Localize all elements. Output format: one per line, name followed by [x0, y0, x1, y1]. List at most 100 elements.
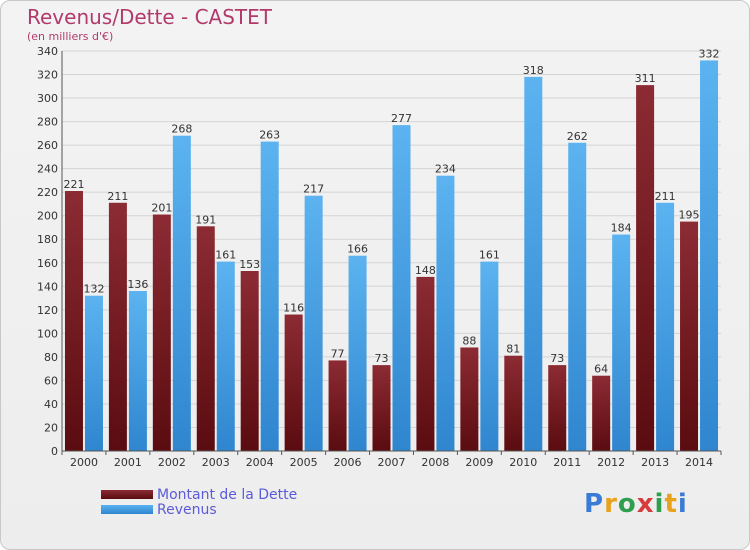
y-tick-label: 320 [37, 69, 58, 82]
legend-label-debt: Montant de la Dette [157, 486, 298, 503]
y-tick-label: 260 [37, 139, 58, 152]
y-tick-label: 80 [44, 351, 58, 364]
data-label-revenus: 263 [259, 129, 280, 142]
bar-dette [196, 226, 215, 451]
x-tick-label: 2012 [597, 456, 625, 469]
y-tick-label: 200 [37, 210, 58, 223]
y-tick-label: 240 [37, 163, 58, 176]
bar-dette [64, 191, 83, 451]
bar-dette [592, 375, 611, 451]
data-label-dette: 77 [331, 347, 345, 360]
bar-revenus [436, 175, 455, 452]
bar-dette [328, 360, 347, 451]
legend: Montant de la Dette Revenus [101, 486, 298, 518]
x-tick-label: 2009 [465, 456, 493, 469]
data-label-revenus: 211 [655, 190, 676, 203]
x-tick-label: 2000 [70, 456, 98, 469]
x-tick-label: 2008 [421, 456, 449, 469]
y-tick-label: 60 [44, 374, 58, 387]
data-label-dette: 191 [195, 213, 216, 226]
axes: 0 20 40 60 80 100 120 140 160 180 200 220 240 260 280 3… [37, 45, 722, 469]
data-label-revenus: 234 [435, 163, 456, 176]
data-label-revenus: 161 [479, 249, 500, 262]
data-label-revenus: 136 [127, 278, 148, 291]
bar-dette [460, 347, 479, 451]
chart-title: Revenus/Dette - CASTET [27, 5, 272, 29]
bar-revenus [348, 255, 367, 451]
y-tick-label: 300 [37, 92, 58, 105]
data-label-revenus: 318 [523, 64, 544, 77]
bar-revenus [612, 234, 631, 451]
data-label-dette: 153 [239, 258, 260, 271]
y-tick-label: 40 [44, 398, 58, 411]
x-tick-label: 2013 [641, 456, 669, 469]
bar-revenus [524, 76, 543, 451]
bar-dette [416, 276, 435, 451]
x-tick-label: 2001 [114, 456, 142, 469]
bar-dette [240, 271, 259, 451]
data-label-dette: 88 [462, 334, 476, 347]
data-label-revenus: 166 [347, 243, 368, 256]
bar-dette [636, 85, 655, 451]
bar-revenus [304, 195, 323, 451]
data-label-revenus: 332 [699, 47, 720, 60]
bar-revenus [260, 141, 279, 451]
data-label-revenus: 268 [171, 123, 192, 136]
proxiti-logo: Proxiti [584, 489, 688, 519]
x-tick-label: 2002 [158, 456, 186, 469]
x-tick-label: 2011 [553, 456, 581, 469]
y-tick-label: 100 [37, 327, 58, 340]
data-label-revenus: 217 [303, 183, 324, 196]
chart-subtitle: (en milliers d'€) [27, 30, 114, 43]
bar-revenus [656, 202, 675, 451]
bar-dette [504, 355, 523, 451]
logo-letter: i [677, 489, 688, 519]
logo-letter: o [617, 489, 637, 519]
data-label-dette: 81 [506, 343, 520, 356]
bar-dette [152, 214, 171, 451]
y-tick-label: 0 [51, 445, 58, 458]
bar-revenus [216, 261, 235, 451]
data-label-dette: 73 [550, 352, 564, 365]
data-label-dette: 221 [63, 178, 84, 191]
data-label-dette: 64 [594, 363, 608, 376]
bar-dette [108, 202, 127, 451]
bar-dette [284, 314, 303, 451]
data-label-dette: 311 [635, 72, 656, 85]
x-tick-label: 2005 [290, 456, 318, 469]
y-tick-label: 180 [37, 233, 58, 246]
data-label-dette: 201 [151, 202, 172, 215]
data-label-revenus: 161 [215, 249, 236, 262]
x-tick-label: 2007 [378, 456, 406, 469]
data-label-revenus: 132 [83, 283, 104, 296]
data-label-revenus: 184 [611, 222, 632, 235]
bar-dette [548, 365, 567, 451]
bar-revenus [568, 142, 587, 451]
y-tick-label: 220 [37, 186, 58, 199]
x-tick-label: 2006 [334, 456, 362, 469]
x-tick-label: 2003 [202, 456, 230, 469]
bar-revenus [84, 295, 103, 451]
y-tick-label: 120 [37, 304, 58, 317]
logo-letter: r [604, 489, 618, 519]
data-label-dette: 73 [375, 352, 389, 365]
y-tick-label: 280 [37, 116, 58, 129]
data-label-dette: 211 [107, 190, 128, 203]
bar-revenus [480, 261, 499, 451]
logo-letter: x [636, 489, 655, 519]
legend-swatch-revenus [101, 505, 153, 514]
bar-dette [372, 365, 391, 451]
bar-revenus [172, 135, 191, 452]
bar-revenus [700, 60, 719, 451]
y-tick-label: 160 [37, 257, 58, 270]
data-label-dette: 116 [283, 302, 304, 315]
legend-label-revenus: Revenus [157, 501, 217, 518]
data-label-revenus: 262 [567, 130, 588, 143]
data-label-dette: 195 [679, 209, 700, 222]
bars [64, 60, 719, 452]
bar-revenus [392, 125, 411, 451]
data-label-dette: 148 [415, 264, 436, 277]
logo-letter: P [584, 489, 605, 519]
